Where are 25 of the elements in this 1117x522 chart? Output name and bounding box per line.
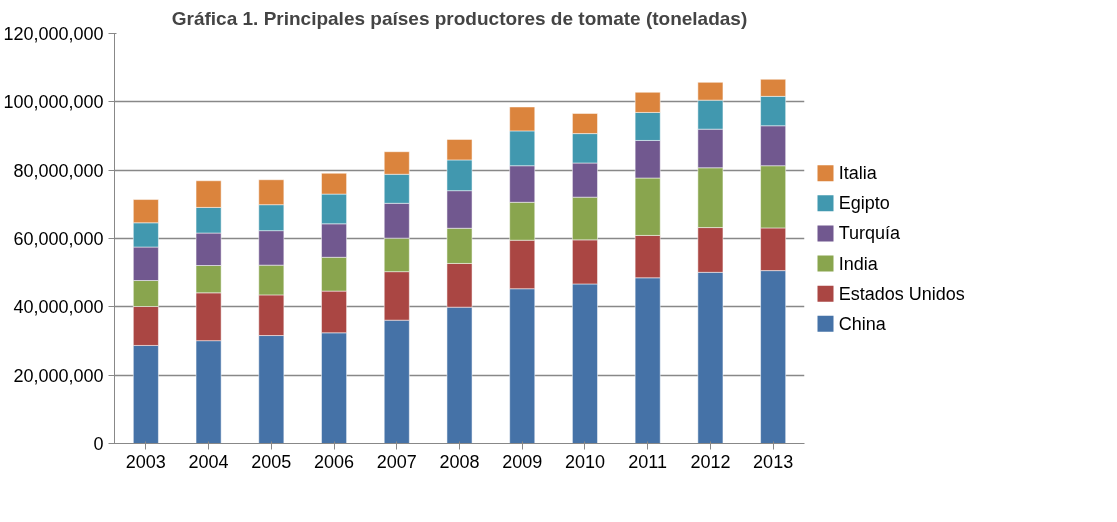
y-tick-label: 80,000,000 (13, 160, 104, 181)
chart-title: Gráfica 1. Principales países productores de tomate (toneladas) (171, 7, 748, 29)
x-tick-label: 2009 (502, 451, 543, 472)
x-tick-label: 2008 (439, 451, 480, 472)
legend-label: India (838, 253, 879, 274)
x-tick-label: 2011 (628, 451, 668, 472)
x-tick-label: 2012 (690, 451, 731, 472)
y-tick-label: 40,000,000 (13, 297, 104, 318)
x-tick-label: 2006 (314, 451, 355, 472)
legend-label: Estados Unidos (838, 283, 965, 304)
y-tick-label: 0 (93, 434, 104, 454)
x-tick-label: 2003 (125, 451, 166, 472)
legend-label: Italia (838, 163, 878, 184)
y-tick-label: 100,000,000 (3, 92, 104, 113)
x-tick-label: 2005 (251, 451, 292, 472)
y-tick-label: 20,000,000 (13, 365, 104, 386)
x-tick-label: 2007 (376, 451, 417, 472)
x-tick-label: 2004 (188, 451, 229, 472)
y-tick-label: 60,000,000 (13, 229, 104, 249)
legend-label: Turquía (838, 223, 902, 244)
legend-label: China (838, 313, 887, 334)
x-tick-label: 2013 (753, 451, 794, 472)
x-tick-label: 2010 (564, 451, 605, 472)
y-tick-label: 120,000,000 (3, 24, 104, 44)
legend-label: Egipto (838, 193, 890, 214)
